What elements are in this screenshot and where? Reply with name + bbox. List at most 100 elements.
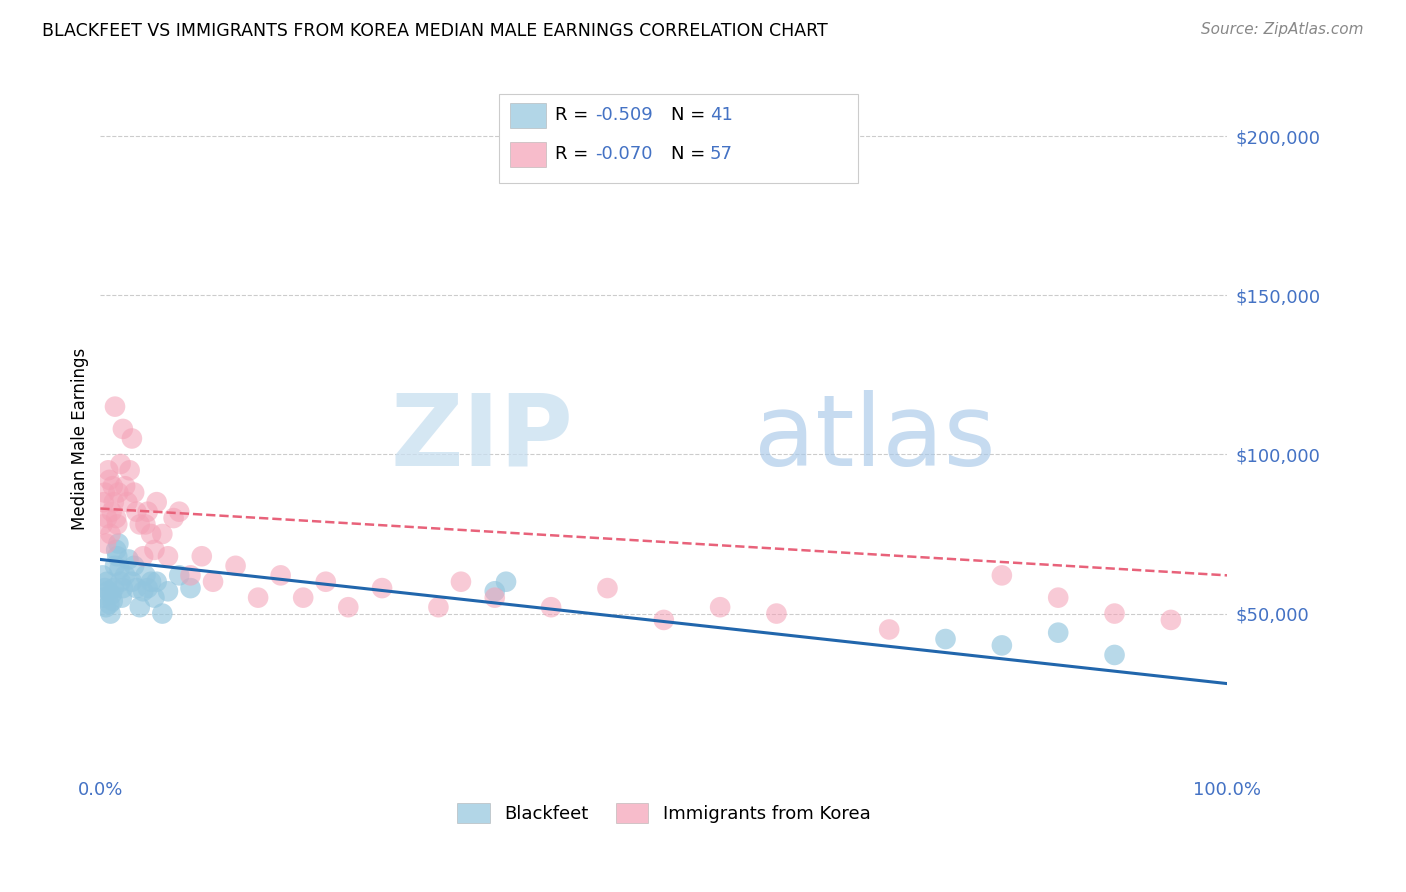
Text: 57: 57 <box>710 145 733 163</box>
Point <box>877 623 900 637</box>
Point <box>94 600 117 615</box>
Point <box>107 536 129 550</box>
Point <box>132 584 155 599</box>
Point <box>111 591 134 605</box>
Point <box>134 568 156 582</box>
Point <box>97 463 120 477</box>
Point <box>100 607 122 621</box>
Point <box>371 581 394 595</box>
Point <box>136 505 159 519</box>
Point <box>100 587 122 601</box>
Text: Source: ZipAtlas.com: Source: ZipAtlas.com <box>1201 22 1364 37</box>
Text: ZIP: ZIP <box>391 390 574 487</box>
Legend: Blackfeet, Immigrants from Korea: Blackfeet, Immigrants from Korea <box>450 797 877 830</box>
Point <box>596 581 619 595</box>
Point <box>94 581 117 595</box>
Point <box>315 574 337 589</box>
Point <box>118 463 141 477</box>
Point <box>104 558 127 573</box>
Point <box>117 552 139 566</box>
Point <box>450 574 472 589</box>
Point <box>143 591 166 605</box>
Point <box>991 568 1014 582</box>
Point <box>991 639 1014 653</box>
Point <box>484 591 506 605</box>
Text: -0.509: -0.509 <box>595 106 652 124</box>
Point <box>94 536 117 550</box>
Point <box>100 527 122 541</box>
Point <box>167 505 190 519</box>
Point <box>128 600 150 615</box>
Point <box>337 600 360 615</box>
Point <box>1104 607 1126 621</box>
Point <box>139 527 162 541</box>
Point <box>105 517 128 532</box>
Point <box>103 581 125 595</box>
Text: -0.070: -0.070 <box>595 145 652 163</box>
Point <box>709 600 731 615</box>
Point <box>96 511 118 525</box>
Point <box>179 568 201 582</box>
Point <box>128 517 150 532</box>
Point <box>93 495 115 509</box>
Point <box>292 591 315 605</box>
Point <box>110 457 132 471</box>
Text: N =: N = <box>671 145 710 163</box>
Point <box>91 568 114 582</box>
Point <box>150 607 173 621</box>
Point <box>145 495 167 509</box>
Point <box>484 584 506 599</box>
Point <box>107 485 129 500</box>
Point <box>202 574 225 589</box>
Point <box>105 549 128 564</box>
Point <box>495 574 517 589</box>
Point <box>139 574 162 589</box>
Point <box>156 549 179 564</box>
Point <box>145 574 167 589</box>
Point <box>125 581 148 595</box>
Point <box>765 607 787 621</box>
Point <box>934 632 956 646</box>
Point <box>111 422 134 436</box>
Point <box>134 517 156 532</box>
Point <box>156 584 179 599</box>
Point <box>1047 625 1070 640</box>
Y-axis label: Median Male Earnings: Median Male Earnings <box>72 347 89 530</box>
Point <box>162 511 184 525</box>
Point <box>98 597 121 611</box>
Point <box>427 600 450 615</box>
Point <box>94 485 117 500</box>
Point <box>96 574 118 589</box>
Point <box>247 591 270 605</box>
Point <box>108 562 131 576</box>
Point <box>101 479 124 493</box>
Point <box>122 558 145 573</box>
Point <box>150 527 173 541</box>
Point <box>91 517 114 532</box>
Point <box>1160 613 1182 627</box>
Point <box>121 574 143 589</box>
Point <box>114 479 136 493</box>
Point <box>125 505 148 519</box>
Point <box>270 568 292 582</box>
Point <box>110 574 132 589</box>
Point <box>1104 648 1126 662</box>
Point <box>101 594 124 608</box>
Point <box>143 542 166 557</box>
Point <box>167 568 190 582</box>
Point <box>104 400 127 414</box>
Point <box>105 511 128 525</box>
Point <box>114 568 136 582</box>
Point <box>652 613 675 627</box>
Point <box>93 591 115 605</box>
Point <box>179 581 201 595</box>
Point <box>100 505 122 519</box>
Text: N =: N = <box>671 106 710 124</box>
Point <box>191 549 214 564</box>
Text: R =: R = <box>555 145 595 163</box>
Point <box>1047 591 1070 605</box>
Text: BLACKFEET VS IMMIGRANTS FROM KOREA MEDIAN MALE EARNINGS CORRELATION CHART: BLACKFEET VS IMMIGRANTS FROM KOREA MEDIA… <box>42 22 828 40</box>
Point <box>97 584 120 599</box>
Text: atlas: atlas <box>754 390 995 487</box>
Text: 41: 41 <box>710 106 733 124</box>
